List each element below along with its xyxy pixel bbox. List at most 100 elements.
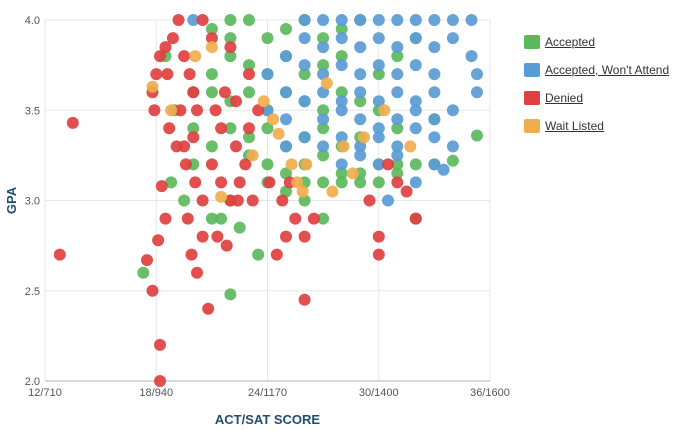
data-point — [354, 149, 367, 162]
data-point — [391, 122, 404, 135]
y-tick-label: 3.0 — [25, 196, 40, 208]
data-point — [409, 59, 422, 72]
data-point — [372, 131, 385, 144]
data-point — [178, 50, 191, 63]
data-point — [202, 302, 215, 315]
data-point — [243, 68, 255, 81]
data-point — [159, 212, 172, 225]
data-point — [211, 230, 224, 243]
data-point — [346, 167, 359, 180]
data-point — [409, 176, 422, 189]
data-point — [317, 212, 330, 225]
data-point — [428, 113, 441, 126]
data-point — [446, 32, 459, 45]
y-tick-label: 2.5 — [25, 286, 40, 298]
data-point — [372, 230, 385, 243]
data-point — [252, 248, 265, 261]
legend-item[interactable]: Accepted, Won't Attend — [524, 56, 669, 84]
data-point — [335, 131, 348, 144]
data-point — [261, 32, 274, 45]
data-point — [205, 32, 218, 45]
data-point — [187, 122, 200, 135]
data-point — [326, 185, 339, 198]
legend-item[interactable]: Denied — [524, 84, 669, 112]
data-point — [404, 140, 417, 153]
data-point — [317, 149, 330, 162]
data-point — [391, 158, 404, 171]
data-point — [196, 194, 209, 207]
data-point — [335, 86, 348, 99]
legend-item[interactable]: Accepted — [524, 28, 669, 56]
data-point — [335, 158, 348, 171]
data-point — [178, 194, 191, 207]
legend-item[interactable]: Wait Listed — [524, 112, 669, 140]
data-point — [191, 266, 203, 279]
data-point — [141, 254, 153, 267]
data-point — [280, 50, 292, 63]
data-point — [181, 212, 194, 225]
data-point — [196, 14, 209, 26]
legend-label: Accepted, Won't Attend — [545, 63, 670, 77]
x-tick-label: 36/1600 — [470, 387, 510, 399]
data-point — [354, 95, 367, 108]
data-point — [409, 14, 422, 26]
legend-label: Wait Listed — [545, 119, 604, 133]
data-point — [298, 32, 311, 45]
data-point — [218, 86, 231, 99]
data-point — [205, 41, 218, 54]
data-point — [261, 158, 274, 171]
data-point — [409, 158, 422, 171]
data-point — [391, 176, 404, 189]
data-point — [280, 113, 292, 126]
data-point — [446, 140, 459, 153]
data-point — [354, 176, 367, 189]
data-point — [243, 59, 255, 72]
legend-swatch — [524, 119, 540, 133]
data-point — [363, 194, 376, 207]
data-point — [298, 230, 311, 243]
series-group — [187, 14, 483, 207]
data-point — [372, 248, 385, 261]
series-group — [53, 14, 422, 387]
data-point — [165, 176, 178, 189]
data-point — [391, 140, 404, 153]
data-point — [428, 41, 441, 54]
data-point — [183, 68, 196, 81]
data-point — [428, 14, 441, 26]
data-point — [272, 127, 285, 140]
data-point — [205, 140, 218, 153]
data-point — [154, 375, 166, 387]
data-point — [317, 176, 330, 189]
data-point — [205, 23, 218, 35]
data-point — [317, 68, 330, 81]
data-point — [280, 86, 292, 99]
data-point — [187, 14, 200, 26]
legend-label: Accepted — [545, 35, 596, 49]
data-point — [354, 140, 367, 153]
data-point — [230, 95, 242, 108]
data-point — [428, 131, 441, 144]
data-point — [191, 104, 203, 117]
data-point — [372, 14, 385, 26]
data-point — [172, 14, 185, 26]
data-point — [372, 158, 385, 171]
data-point — [391, 113, 404, 126]
data-point — [298, 14, 311, 26]
data-point — [261, 68, 274, 81]
data-point — [154, 338, 166, 351]
data-point — [165, 104, 178, 117]
data-point — [317, 113, 330, 126]
data-point — [372, 59, 385, 72]
data-point — [317, 14, 330, 26]
data-point — [205, 68, 218, 81]
data-point — [187, 86, 200, 99]
data-point — [317, 122, 330, 135]
data-point — [409, 212, 422, 225]
data-point — [354, 113, 367, 126]
data-point — [354, 14, 367, 26]
data-point — [409, 104, 422, 117]
data-point — [335, 23, 348, 35]
data-point — [285, 158, 298, 171]
data-point — [224, 122, 237, 135]
data-points — [53, 14, 483, 387]
